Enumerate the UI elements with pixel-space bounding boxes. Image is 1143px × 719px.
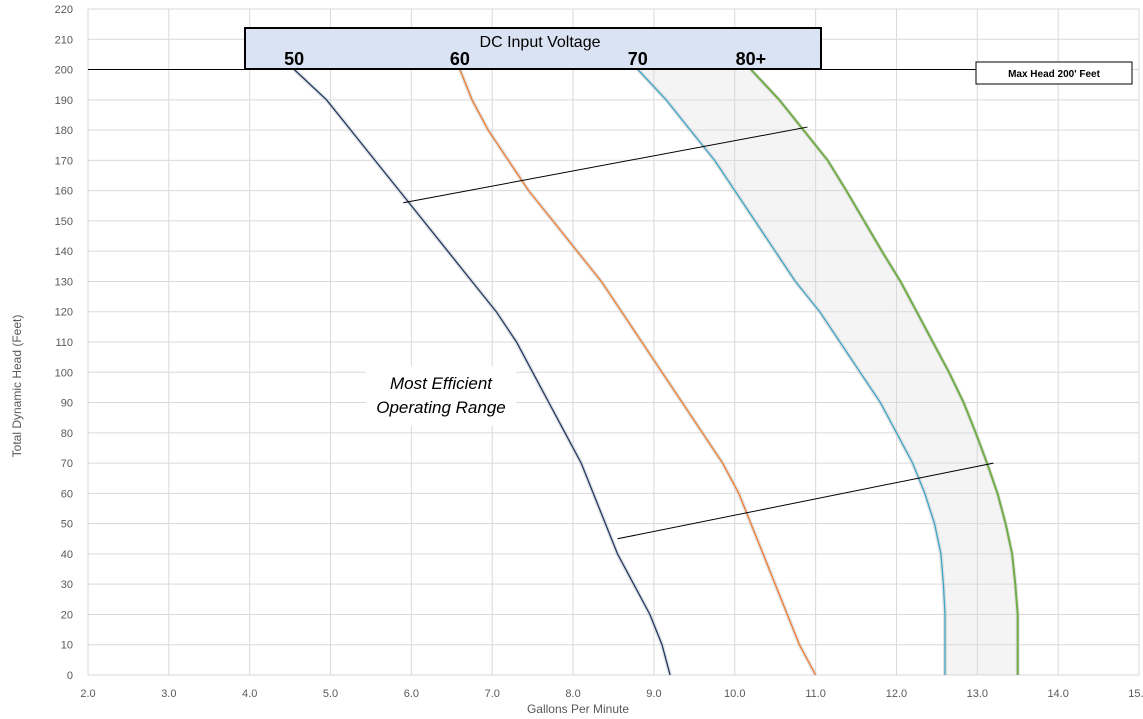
x-tick-label: 6.0	[404, 688, 419, 700]
x-tick-label: 4.0	[242, 688, 257, 700]
voltage-label-70: 70	[628, 49, 648, 69]
legend-title: DC Input Voltage	[480, 34, 601, 51]
max-head-label: Max Head 200' Feet	[1008, 69, 1101, 80]
y-tick-label: 220	[55, 4, 73, 16]
y-tick-label: 200	[55, 65, 73, 77]
range-label-line2: Operating Range	[376, 398, 505, 417]
voltage-labels: 50 60 70 80+	[284, 49, 766, 69]
y-tick-label: 100	[55, 367, 73, 379]
x-tick-label: 15.0	[1128, 688, 1143, 700]
y-tick-label: 70	[61, 458, 73, 470]
series-line-60	[459, 69, 817, 676]
efficiency-boundary-lines	[403, 126, 994, 540]
x-tick-label: 11.0	[805, 688, 826, 700]
range-annotation-bg	[366, 366, 516, 426]
y-tick-label: 60	[61, 488, 73, 500]
x-axis-title: Gallons Per Minute	[527, 702, 629, 716]
x-tick-label: 9.0	[646, 688, 661, 700]
y-tick-label: 150	[55, 216, 73, 228]
y-tick-labels: 0 10 20 30 40 50 60 70 80 90 100 110 120 130 140 150 160…	[55, 4, 73, 682]
y-tick-label: 90	[61, 398, 73, 410]
voltage-label-50: 50	[284, 49, 304, 69]
gridlines	[87, 8, 1140, 676]
x-tick-labels: 2.0 3.0 4.0 5.0 6.0 7.0 8.0 9.0 10.0 11.0 12.0 13.0…	[80, 688, 1143, 700]
series-line-50	[293, 69, 671, 676]
legend-box-bg	[244, 27, 822, 70]
x-tick-label: 10.0	[724, 688, 745, 700]
y-tick-label: 10	[61, 640, 73, 652]
x-tick-label: 7.0	[485, 688, 500, 700]
y-axis-title: Total Dynamic Head (Feet)	[10, 315, 24, 458]
series-line-80+	[750, 68, 1019, 675]
range-annotation: Most Efficient Operating Range	[366, 366, 516, 426]
y-tick-label: 50	[61, 519, 73, 531]
x-tick-label: 3.0	[161, 688, 176, 700]
x-tick-label: 12.0	[886, 688, 907, 700]
y-tick-label: 20	[61, 609, 73, 621]
x-tick-label: 2.0	[80, 688, 95, 700]
max-head-box-bg	[975, 61, 1133, 85]
efficiency-line-1	[403, 126, 808, 204]
y-tick-label: 210	[55, 34, 73, 46]
x-tick-label: 5.0	[323, 688, 338, 700]
range-label-line1: Most Efficient	[390, 374, 493, 393]
y-tick-label: 110	[55, 337, 73, 349]
y-tick-label: 130	[55, 276, 73, 288]
x-tick-label: 8.0	[565, 688, 580, 700]
efficiency-line-2	[617, 462, 994, 540]
y-tick-label: 80	[61, 428, 73, 440]
series-lines	[292, 68, 1020, 676]
y-tick-label: 160	[55, 186, 73, 198]
y-tick-label: 140	[55, 246, 73, 258]
y-tick-label: 120	[55, 307, 73, 319]
legend-box: DC Input Voltage	[244, 27, 822, 70]
x-tick-label: 14.0	[1047, 688, 1068, 700]
x-tick-label: 13.0	[967, 688, 988, 700]
y-tick-label: 30	[61, 579, 73, 591]
y-tick-label: 180	[55, 125, 73, 137]
max-head-box: Max Head 200' Feet	[975, 61, 1133, 85]
series-line-70	[637, 69, 946, 675]
voltage-label-60: 60	[450, 49, 470, 69]
voltage-label-80+: 80+	[736, 49, 767, 69]
y-tick-label: 190	[55, 95, 73, 107]
y-tick-label: 40	[61, 549, 73, 561]
y-tick-label: 0	[67, 670, 73, 682]
y-tick-label: 170	[55, 155, 73, 167]
